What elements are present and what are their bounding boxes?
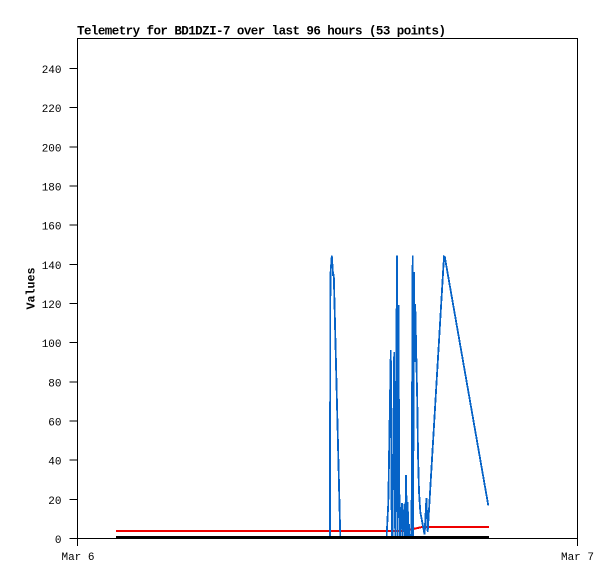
svg-text:60: 60	[48, 418, 61, 430]
svg-text:240: 240	[42, 65, 62, 77]
svg-text:0: 0	[55, 535, 62, 547]
svg-text:100: 100	[42, 339, 62, 351]
svg-text:180: 180	[42, 183, 62, 195]
svg-text:120: 120	[42, 300, 62, 312]
svg-text:40: 40	[48, 457, 61, 469]
svg-text:20: 20	[48, 496, 61, 508]
svg-text:Telemetry for BD1DZI-7 over la: Telemetry for BD1DZI-7 over last 96 hour…	[77, 25, 445, 39]
svg-text:220: 220	[42, 104, 62, 116]
svg-text:Mar 6: Mar 6	[61, 552, 94, 564]
svg-text:200: 200	[42, 143, 62, 155]
svg-text:140: 140	[42, 261, 62, 273]
svg-text:80: 80	[48, 378, 61, 390]
svg-text:Values: Values	[25, 267, 39, 309]
svg-text:160: 160	[42, 222, 62, 234]
svg-text:Mar 7: Mar 7	[561, 552, 594, 564]
